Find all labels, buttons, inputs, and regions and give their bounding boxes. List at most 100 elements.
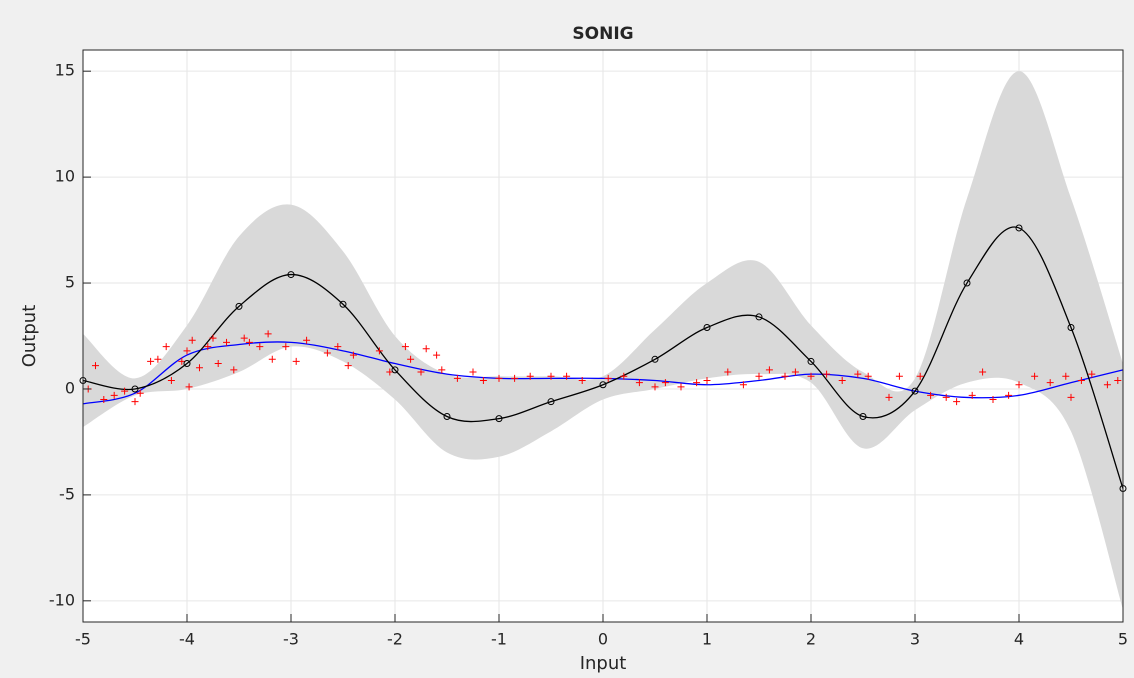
y-tick-label: 5: [65, 273, 75, 292]
scatter-point: [162, 343, 170, 351]
scatter-point: [895, 372, 903, 380]
scatter-point: [209, 334, 217, 342]
scatter-point: [469, 368, 477, 376]
scatter-point: [183, 347, 191, 355]
scatter-point: [1046, 379, 1054, 387]
scatter-point: [791, 368, 799, 376]
scatter-point: [755, 372, 763, 380]
scatter-point: [195, 364, 203, 372]
x-tick-label: 0: [598, 630, 608, 649]
scatter-point: [854, 370, 862, 378]
scatter-point: [547, 372, 555, 380]
scatter-point: [334, 343, 342, 351]
scatter-point: [344, 362, 352, 370]
scatter-point: [807, 372, 815, 380]
y-tick-label: -5: [59, 484, 75, 503]
scatter-point: [386, 368, 394, 376]
marker: [495, 415, 503, 423]
scatter-point: [282, 343, 290, 351]
scatter-point: [147, 357, 155, 365]
scatter-point: [453, 374, 461, 382]
scatter-point: [693, 379, 701, 387]
scatter-point: [204, 343, 212, 351]
scatter-point: [953, 398, 961, 406]
scatter-point: [438, 366, 446, 374]
scatter-point: [240, 334, 248, 342]
scatter-point: [121, 387, 129, 395]
scatter-point: [407, 355, 415, 363]
scatter-point: [916, 372, 924, 380]
scatter-point: [110, 391, 118, 399]
scatter-point: [91, 362, 99, 370]
confidence-band: [83, 71, 1123, 610]
marker: [1015, 224, 1023, 232]
marker: [963, 279, 971, 287]
scatter-point: [417, 368, 425, 376]
scatter-point: [422, 345, 430, 353]
scatter-point: [433, 351, 441, 359]
marker: [547, 398, 555, 406]
x-tick-label: 5: [1118, 630, 1128, 649]
scatter-point: [511, 374, 519, 382]
scatter-point: [968, 391, 976, 399]
scatter-point: [268, 355, 276, 363]
scatter-point: [1077, 376, 1085, 384]
scatter-point: [188, 336, 196, 344]
scatter-point: [375, 347, 383, 355]
x-tick-label: 3: [910, 630, 920, 649]
scatter-point: [620, 372, 628, 380]
scatter-point: [167, 376, 175, 384]
marker: [755, 313, 763, 321]
scatter-point: [661, 379, 669, 387]
marker: [287, 271, 295, 279]
scatter-point: [739, 381, 747, 389]
x-tick-label: 1: [702, 630, 712, 649]
marker: [391, 366, 399, 374]
scatter-point: [864, 372, 872, 380]
marker: [703, 324, 711, 332]
marker: [859, 413, 867, 421]
scatter-point: [1015, 381, 1023, 389]
marker: [339, 300, 347, 308]
marker: [911, 387, 919, 395]
plot: [79, 71, 1127, 610]
scatter-point: [401, 343, 409, 351]
scatter-point: [927, 391, 935, 399]
scatter-point: [154, 355, 162, 363]
chart-title: SONIG: [572, 24, 633, 44]
scatter-point: [223, 338, 231, 346]
scatter-point: [495, 374, 503, 382]
scatter-point: [178, 357, 186, 365]
scatter-point: [214, 360, 222, 368]
scatter-point: [989, 396, 997, 404]
line: [82, 341, 1124, 405]
scatter-point: [578, 376, 586, 384]
scatter-point: [131, 398, 139, 406]
scatter-point: [563, 372, 571, 380]
scatter-point: [1088, 370, 1096, 378]
scatter-point: [885, 393, 893, 401]
scatter-point: [479, 376, 487, 384]
scatter-point: [256, 343, 264, 351]
y-tick-label: 15: [55, 61, 75, 80]
scatter-point: [303, 336, 311, 344]
scatter-point: [245, 338, 253, 346]
x-axis-label: Input: [580, 653, 627, 674]
scatter-point: [838, 376, 846, 384]
marker: [235, 302, 243, 310]
scatter-point: [1114, 376, 1122, 384]
scatter-point: [1103, 381, 1111, 389]
scatter-point: [264, 330, 272, 338]
y-tick-label: -10: [49, 590, 75, 609]
x-tick-label: 4: [1014, 630, 1024, 649]
scatter-point: [942, 393, 950, 401]
marker: [443, 413, 451, 421]
scatter-point: [703, 376, 711, 384]
line: [82, 226, 1124, 489]
marker: [651, 355, 659, 363]
scatter-point: [1067, 393, 1075, 401]
scatter-point: [292, 357, 300, 365]
scatter-point: [677, 383, 685, 391]
scatter-point: [765, 366, 773, 374]
